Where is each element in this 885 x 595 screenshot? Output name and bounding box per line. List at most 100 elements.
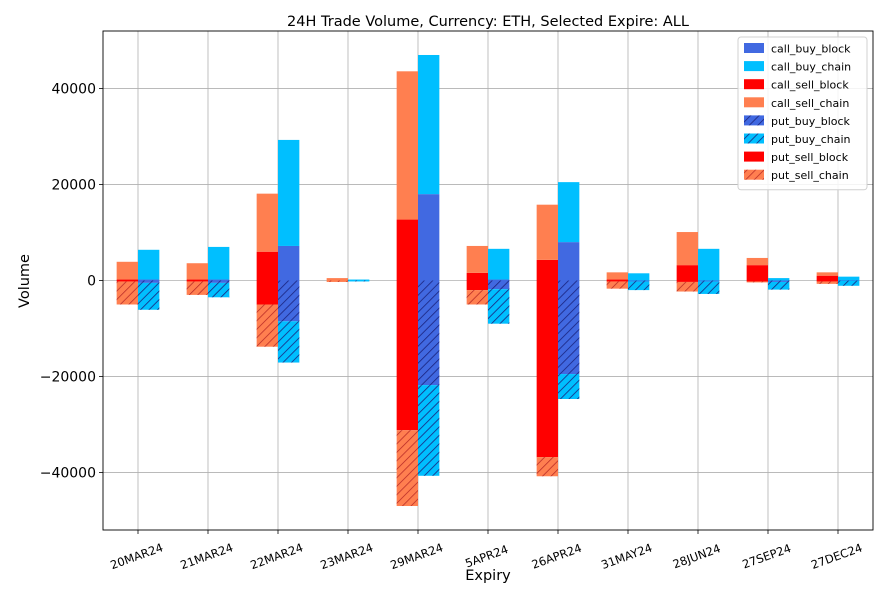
- bar-hatch-put_sell_chain: [536, 457, 558, 477]
- bar-put_sell_block: [116, 280, 138, 282]
- legend: call_buy_block call_buy_chain call_sell_bl…: [737, 36, 868, 191]
- bar-call_buy_chain: [208, 246, 230, 280]
- legend-label: put_sell_chain: [771, 169, 849, 182]
- legend-label: call_sell_chain: [771, 97, 849, 110]
- bar-call_sell_block: [186, 279, 208, 281]
- bar-put_sell_block: [676, 280, 698, 282]
- legend-swatch-hatch: [744, 115, 764, 126]
- legend-label: call_buy_block: [771, 43, 851, 56]
- y-tick-label: 20000: [51, 178, 96, 194]
- bar-call_buy_chain: [628, 273, 650, 281]
- bar-hatch-put_sell_chain: [816, 281, 838, 284]
- bar-call_sell_chain: [116, 261, 138, 280]
- bar-hatch-put_buy_block: [628, 280, 650, 282]
- bar-call_sell_block: [676, 265, 698, 281]
- bar-call_buy_chain: [348, 279, 370, 281]
- bar-hatch-put_buy_block: [838, 280, 860, 281]
- bar-hatch-put_buy_block: [138, 280, 160, 283]
- bar-call_sell_chain: [396, 71, 418, 220]
- bar-hatch-put_buy_block: [418, 280, 440, 386]
- legend-frame: [737, 36, 868, 191]
- legend-swatch-hatch: [744, 133, 764, 144]
- y-tick-label: −40000: [40, 465, 96, 481]
- bars: [116, 54, 860, 507]
- bar-call_buy_block: [208, 279, 230, 281]
- legend-label: put_buy_block: [771, 115, 851, 128]
- legend-swatch: [744, 97, 764, 108]
- bar-hatch-put_sell_chain: [396, 430, 418, 507]
- bar-call_sell_chain: [326, 278, 348, 281]
- x-axis-label: Expiry: [465, 568, 511, 584]
- bar-call_sell_block: [746, 265, 768, 281]
- bar-call_sell_chain: [186, 263, 208, 280]
- bar-hatch-put_buy_chain: [838, 280, 860, 286]
- y-tick-label: −20000: [40, 369, 96, 385]
- bar-put_sell_block: [186, 280, 208, 282]
- x-tick-label: 5APR24: [463, 542, 510, 570]
- bar-hatch-put_sell_chain: [746, 281, 768, 283]
- bar-hatch-put_sell_chain: [676, 281, 698, 292]
- bar-hatch-put_buy_chain: [348, 280, 370, 282]
- bar-hatch-put_sell_chain: [116, 281, 138, 305]
- x-tick-label: 23MAR24: [318, 540, 375, 572]
- bar-hatch-put_buy_chain: [278, 321, 300, 363]
- bar-hatch-put_buy_block: [488, 280, 510, 290]
- bar-put_sell_block: [396, 280, 418, 431]
- bar-call_sell_block: [606, 279, 628, 281]
- bar-call_sell_block: [536, 259, 558, 281]
- bar-put_sell_block: [746, 280, 768, 282]
- bar-call_buy_chain: [558, 182, 580, 243]
- bar-call_buy_block: [138, 279, 160, 281]
- x-tick-label: 26APR24: [530, 541, 584, 572]
- bar-hatch-put_buy_chain: [768, 281, 790, 290]
- legend-swatch: [744, 61, 764, 72]
- bar-hatch-put_buy_chain: [418, 385, 440, 476]
- bar-call_sell_block: [396, 219, 418, 281]
- bar-hatch-put_buy_block: [698, 280, 720, 282]
- x-tick-label: 29MAR24: [388, 540, 445, 572]
- bar-call_buy_chain: [768, 278, 790, 281]
- bar-hatch-put_buy_chain: [208, 282, 230, 298]
- legend-swatch-hatch: [744, 169, 764, 180]
- bar-hatch-put_buy_block: [558, 280, 580, 375]
- y-tick-label: 0: [87, 274, 96, 290]
- x-tick-label: 22MAR24: [248, 540, 305, 572]
- y-ticks: −40000 −20000 0 20000 40000: [40, 82, 103, 481]
- bar-call_buy_block: [488, 279, 510, 281]
- bar-hatch-put_buy_chain: [488, 289, 510, 324]
- bar-hatch-put_buy_block: [208, 280, 230, 283]
- bar-put_sell_block: [816, 280, 838, 282]
- legend-swatch: [744, 43, 764, 53]
- bar-hatch-put_sell_chain: [466, 290, 488, 305]
- bar-call_buy_chain: [138, 249, 160, 280]
- bar-hatch-put_buy_chain: [558, 374, 580, 400]
- chart-title: 24H Trade Volume, Currency: ETH, Selecte…: [287, 14, 689, 30]
- x-tick-label: 21MAR24: [178, 540, 235, 572]
- bar-call_buy_chain: [838, 276, 860, 281]
- x-ticks: 20MAR24 21MAR24 22MAR24 23MAR24 29MAR24 5APR2…: [108, 530, 864, 572]
- bar-put_sell_block: [606, 280, 628, 282]
- bar-call_buy_block: [418, 194, 440, 281]
- x-tick-label: 20MAR24: [108, 540, 165, 572]
- bar-call_sell_chain: [816, 272, 838, 276]
- x-tick-label: 27DEC24: [809, 541, 864, 572]
- x-tick-label: 28JUN24: [671, 541, 722, 571]
- bar-call_sell_block: [116, 279, 138, 281]
- bar-call_buy_chain: [418, 54, 440, 195]
- bar-call_buy_chain: [698, 248, 720, 281]
- x-tick-label: 31MAY24: [599, 541, 654, 572]
- bar-call_buy_chain: [278, 139, 300, 246]
- y-axis-label: Volume: [17, 254, 33, 308]
- bar-hatch-put_buy_chain: [698, 281, 720, 294]
- bar-hatch-put_sell_chain: [186, 281, 208, 295]
- legend-label: call_sell_block: [771, 79, 849, 92]
- bar-call_sell_chain: [746, 257, 768, 266]
- bar-call_sell_chain: [676, 232, 698, 266]
- bar-hatch-put_buy_block: [768, 280, 790, 282]
- x-tick-label: 27SEP24: [740, 541, 793, 572]
- legend-swatch: [744, 79, 764, 90]
- legend-swatch: [744, 151, 764, 162]
- bar-put_sell_block: [536, 280, 558, 458]
- bar-call_buy_block: [278, 245, 300, 281]
